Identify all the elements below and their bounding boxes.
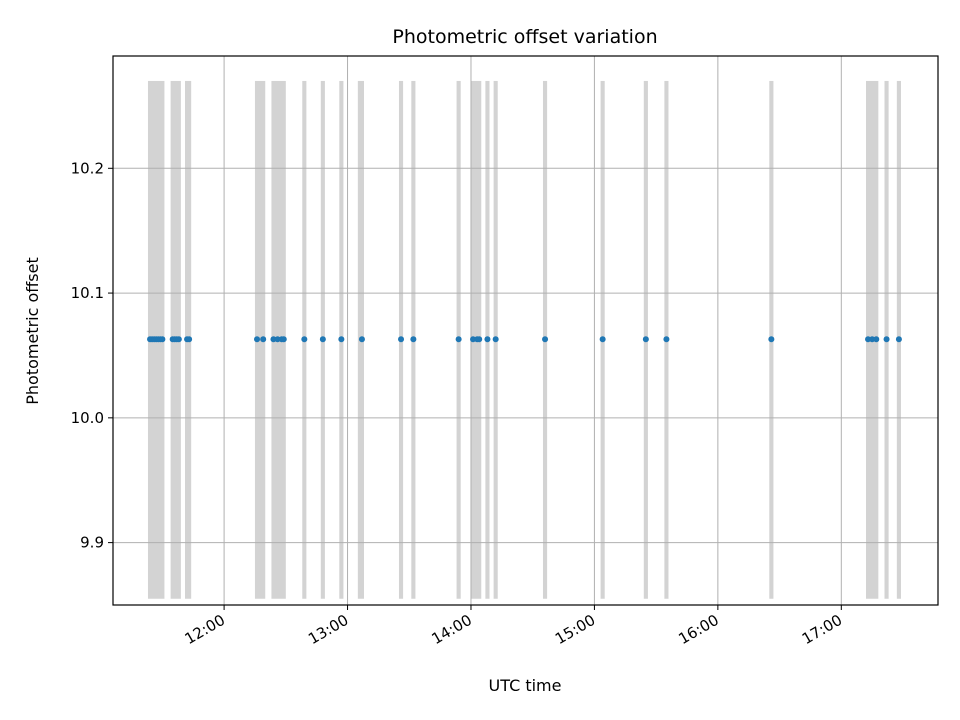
data-point [301, 336, 307, 342]
x-tick-label: 14:00 [429, 611, 475, 648]
data-point [643, 336, 649, 342]
grid-lines [113, 56, 938, 605]
data-point [410, 336, 416, 342]
data-point [768, 336, 774, 342]
data-point [493, 336, 499, 342]
y-tick-label: 10.1 [71, 284, 104, 302]
data-point [159, 336, 165, 342]
data-point [456, 336, 462, 342]
x-axis-label: UTC time [489, 676, 562, 695]
data-point [663, 336, 669, 342]
data-point [873, 336, 879, 342]
x-tick-label: 13:00 [305, 611, 351, 648]
data-point [896, 336, 902, 342]
data-point [600, 336, 606, 342]
x-tick-label: 12:00 [182, 611, 228, 648]
plot-frame [113, 56, 938, 605]
data-point [320, 336, 326, 342]
x-tick-label: 15:00 [552, 611, 598, 648]
data-point [398, 336, 404, 342]
data-point [281, 336, 287, 342]
data-point [186, 336, 192, 342]
data-point [476, 336, 482, 342]
y-tick-label: 10.2 [71, 159, 104, 177]
x-tick-label: 16:00 [675, 611, 721, 648]
y-tick-label: 10.0 [71, 409, 104, 427]
x-axis-ticks: 12:00 13:00 14:00 15:00 16:00 17:00 [182, 605, 846, 648]
y-axis-ticks: 9.9 10.0 10.1 10.2 [71, 159, 113, 551]
y-axis-label: Photometric offset [23, 257, 42, 405]
y-tick-label: 9.9 [80, 534, 104, 552]
x-tick-label: 17:00 [799, 611, 845, 648]
data-point [884, 336, 890, 342]
chart-title: Photometric offset variation [392, 26, 657, 48]
data-point [338, 336, 344, 342]
data-point [542, 336, 548, 342]
data-point [359, 336, 365, 342]
data-point [254, 336, 260, 342]
data-point [484, 336, 490, 342]
data-point [176, 336, 182, 342]
data-point [260, 336, 266, 342]
